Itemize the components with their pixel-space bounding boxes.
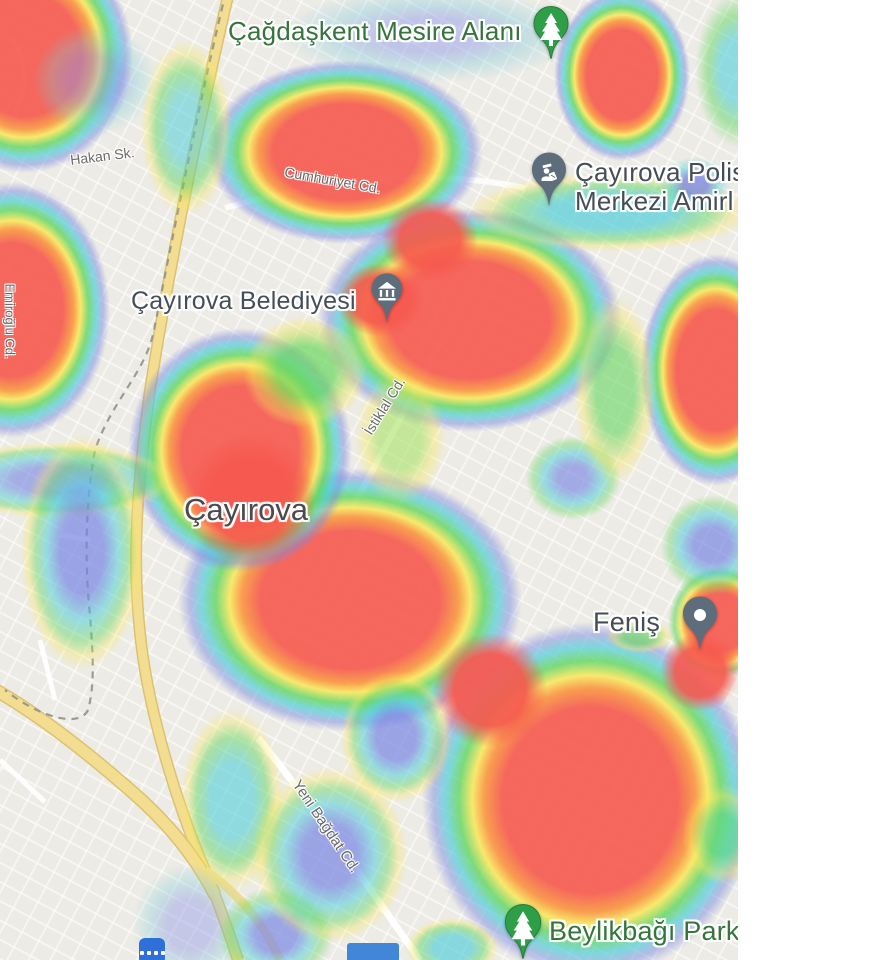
- police-label-line1: Çayırova Polis: [575, 157, 738, 187]
- tree-pin-icon-bottom[interactable]: [502, 903, 544, 960]
- police-label-line2: Merkezi Amirl: [575, 186, 734, 216]
- poi-dot-pin-icon[interactable]: [680, 595, 720, 653]
- boundary-dashed: [4, 0, 226, 721]
- transit-station-icon[interactable]: [139, 938, 165, 960]
- partial-blue-marker[interactable]: [347, 943, 399, 960]
- place-label-fenis[interactable]: Feniş: [593, 607, 661, 637]
- street-label-emiroglu: Emiroğlu Cd.: [2, 283, 18, 359]
- city-label[interactable]: Çayırova: [184, 492, 309, 527]
- place-label-beylikbagi[interactable]: Beylikbağı Parkı: [549, 916, 738, 946]
- place-label-municipality[interactable]: Çayırova Belediyesi: [131, 287, 356, 315]
- right-whitespace: [738, 0, 880, 960]
- transit-dot: [139, 951, 144, 955]
- map-canvas[interactable]: Hakan Sk. Cumhuriyet Cd. İstiklal Cd. Em…: [0, 0, 738, 960]
- road-minor-1: [8, 36, 27, 120]
- place-label-police[interactable]: Çayırova Polis Merkezi Amirl: [575, 158, 738, 216]
- transit-dot: [146, 951, 151, 955]
- tree-pin-icon[interactable]: [531, 5, 571, 61]
- road-minor-2: [0, 532, 91, 804]
- transit-dot: [160, 951, 165, 955]
- base-roads-layer: [0, 0, 526, 960]
- police-pin-icon[interactable]: [529, 151, 569, 209]
- government-building-pin-icon[interactable]: [369, 272, 405, 326]
- place-label-cagdaskent[interactable]: Çağdaşkent Mesire Alanı: [228, 16, 522, 46]
- transit-dot: [153, 951, 158, 955]
